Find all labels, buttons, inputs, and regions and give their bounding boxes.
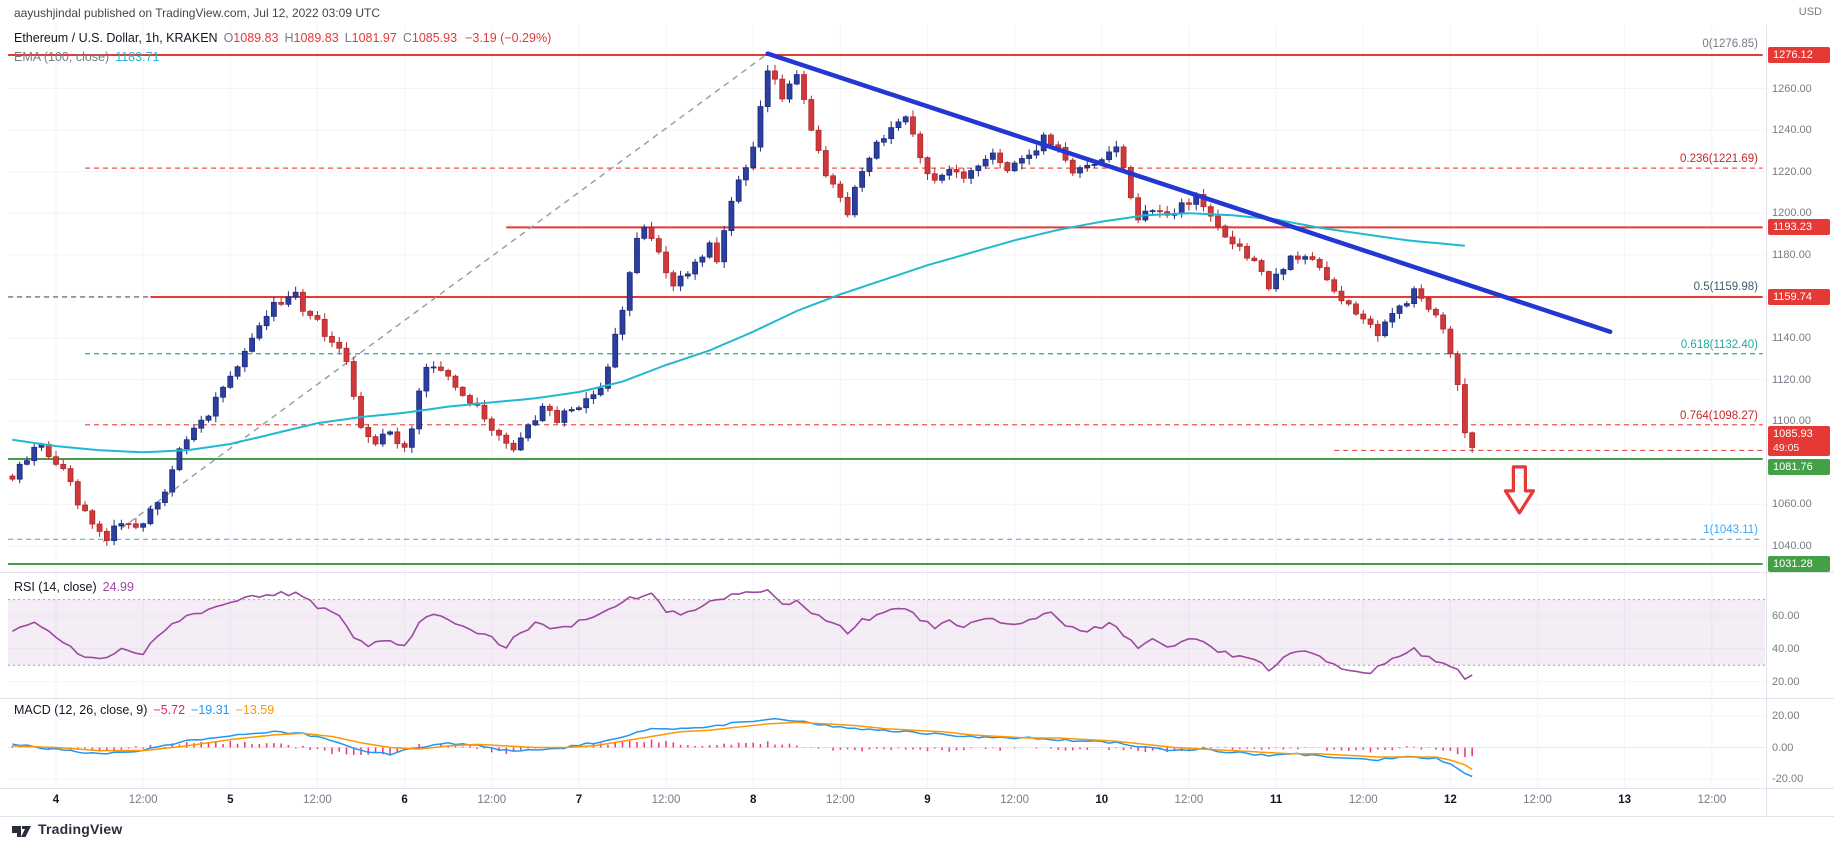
macd-legend-value: −5.72	[153, 703, 186, 717]
price-axis-badge: 1159.74	[1768, 288, 1830, 305]
price-tick-label: 1200.00	[1772, 207, 1812, 220]
date-axis-label: 12:00	[1000, 794, 1030, 806]
fib-level-label: 0.764(1098.27)	[1679, 409, 1758, 422]
rsi-tick-label: 40.00	[1772, 642, 1800, 655]
main-legend[interactable]: Ethereum / U.S. Dollar, 1h, KRAKEN O1089.…	[14, 31, 551, 45]
date-axis-label: 12:00	[1697, 794, 1727, 806]
date-axis-label: 11	[1270, 794, 1283, 806]
gridlines	[8, 25, 1765, 788]
date-axis-label: 13	[1618, 794, 1632, 806]
date-axis-label: 9	[924, 794, 931, 806]
date-axis-label: 12:00	[651, 794, 681, 806]
date-axis-label: 10	[1095, 794, 1109, 806]
price-tick-label: 1240.00	[1772, 124, 1812, 137]
price-tick-label: 1040.00	[1772, 539, 1812, 552]
tradingview-logo-icon	[12, 825, 31, 837]
date-axis-label: 12:00	[1523, 794, 1552, 806]
date-axis-label: 12:00	[825, 794, 855, 806]
ema-label: EMA (100, close)	[14, 50, 110, 64]
date-axis-label: 4	[52, 794, 60, 806]
rsi-label: RSI (14, close)	[14, 580, 97, 594]
date-axis-label: 12:00	[1348, 794, 1378, 806]
change-value: −3.19 (−0.29%)	[465, 31, 552, 45]
price-tick-label: 1260.00	[1772, 82, 1812, 95]
price-tick-label: 1140.00	[1772, 331, 1811, 344]
down-arrow-annotation	[1503, 465, 1535, 515]
rsi-value: 24.99	[102, 580, 134, 594]
ohlc-values: O1089.83 H1089.83 L1081.97 C1085.93	[218, 31, 458, 45]
macd-tick-label: 0.00	[1772, 741, 1794, 754]
ohlc-key: H	[284, 31, 294, 45]
macd-tick-label: 20.00	[1772, 710, 1800, 722]
price-tick-label: 1220.00	[1772, 165, 1812, 178]
macd-label: MACD (12, 26, close, 9)	[14, 703, 148, 717]
price-axis-badge: 1193.23	[1768, 219, 1830, 236]
macd-values: −5.72 −19.31 −13.59	[147, 703, 274, 717]
ema-line	[12, 212, 1465, 454]
price-axis-badge: 1276.12	[1768, 47, 1830, 63]
price-axis-badge: 1081.76	[1768, 459, 1830, 476]
ohlc-key: L	[344, 31, 352, 45]
ema-value: 1183.71	[115, 50, 160, 64]
date-axis-label: 12:00	[1174, 794, 1204, 806]
countdown-timer: 49:05	[1773, 442, 1800, 455]
rsi-tick-label: 20.00	[1772, 675, 1800, 688]
macd-series	[11, 717, 1473, 778]
ema-legend[interactable]: EMA (100, close) 1183.71	[14, 50, 159, 64]
axis-currency-label: USD	[1798, 6, 1822, 18]
rsi-tick-label: 60.00	[1772, 610, 1800, 622]
date-axis-label: 12	[1443, 794, 1457, 806]
ohlc-value: 1081.97	[351, 31, 397, 45]
date-axis-label: 8	[749, 794, 757, 806]
fib-level-label: 0(1276.85)	[1702, 38, 1758, 51]
fib-level-label: 1(1043.11)	[1703, 524, 1758, 537]
ohlc-key: O	[223, 31, 234, 45]
ohlc-value: 1089.83	[233, 31, 279, 45]
macd-tick-label: -20.00	[1772, 773, 1804, 785]
rsi-legend[interactable]: RSI (14, close) 24.99	[14, 580, 134, 594]
candlestick-series	[9, 64, 1476, 546]
date-axis-label: 7	[575, 794, 583, 806]
macd-legend[interactable]: MACD (12, 26, close, 9) −5.72 −19.31 −13.59	[14, 703, 274, 717]
price-tick-label: 1180.00	[1772, 248, 1811, 261]
attribution-text: aayushjindal published on TradingView.co…	[14, 6, 381, 20]
fib-level-label: 0.5(1159.98)	[1693, 281, 1758, 294]
trendlines	[102, 52, 769, 543]
macd-legend-value: −19.31	[191, 703, 230, 717]
macd-legend-value: −13.59	[235, 703, 275, 717]
ohlc-value: 1089.83	[293, 31, 339, 45]
rsi-line	[12, 589, 1473, 680]
down-trendline	[765, 51, 1613, 334]
horizontal-levels	[8, 54, 1763, 565]
date-axis-label: 12:00	[303, 794, 332, 806]
price-axis-badge: 1085.93 49:05	[1768, 426, 1830, 457]
price-axis-badge: 1031.28	[1768, 555, 1830, 572]
ohlc-value: 1085.93	[411, 31, 458, 45]
fib-level-label: 0.618(1132.40)	[1680, 338, 1758, 351]
ohlc-key: C	[402, 31, 412, 45]
pane-separators	[0, 25, 1834, 817]
date-axis-label: 12:00	[128, 794, 158, 806]
tradingview-footer[interactable]: TradingView	[12, 821, 122, 837]
fib-level-label: 0.236(1221.69)	[1679, 153, 1758, 166]
date-axis-label: 6	[401, 794, 408, 806]
tradingview-wordmark: TradingView	[38, 821, 123, 837]
price-tick-label: 1060.00	[1772, 498, 1812, 511]
date-axis-label: 5	[227, 794, 234, 806]
price-tick-label: 1120.00	[1772, 373, 1811, 386]
price-tick-label: 1100.00	[1772, 415, 1811, 428]
symbol-title[interactable]: Ethereum / U.S. Dollar, 1h, KRAKEN	[14, 31, 218, 45]
rsi-band	[8, 599, 1765, 666]
date-axis-label: 12:00	[477, 794, 507, 806]
